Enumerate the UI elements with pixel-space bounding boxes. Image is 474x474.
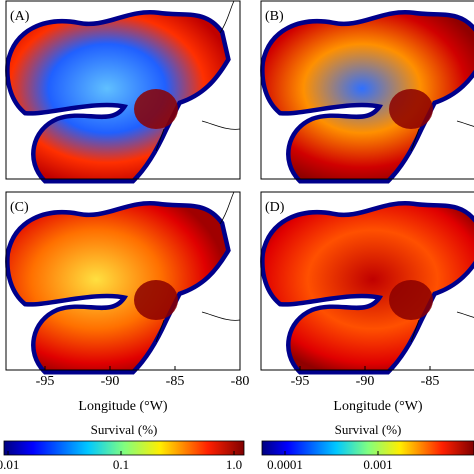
axes: -95 -90 -85 -80 Longitude (°W) -95 -90 -85 Longi…: [36, 366, 440, 414]
coastline: [410, 311, 474, 343]
map-panel: (B): [260, 0, 474, 180]
colorbar-title: Survival (%): [335, 422, 402, 437]
panel-label: (C): [10, 200, 29, 215]
core: [389, 280, 433, 320]
frame: [260, 0, 474, 180]
x-tick-label: -95: [291, 374, 310, 389]
colorbar: [261, 440, 474, 456]
map-panel: (C): [5, 191, 241, 371]
panel-label: (A): [10, 9, 30, 24]
coastline: [410, 120, 474, 152]
colorbar-tick-label: 0.0001: [267, 457, 303, 472]
coastline: [155, 191, 241, 343]
x-axis-label: Longitude (°W): [333, 399, 423, 414]
core: [389, 89, 433, 129]
x-tick-label: -85: [166, 374, 185, 389]
colorbar: [3, 440, 245, 456]
core: [134, 89, 178, 129]
colorbar-title: Survival (%): [91, 422, 158, 437]
colorbar-tick-label: 1.0: [226, 457, 242, 472]
x-tick-label: -90: [356, 374, 375, 389]
panel-label: (B): [265, 9, 284, 24]
colorbar-tick-label: 0.01: [0, 457, 19, 472]
colorbar-tick-label: 0.001: [363, 457, 392, 472]
core: [134, 280, 178, 320]
frame: [5, 191, 241, 371]
panel-label: (D): [265, 200, 285, 215]
frame: [260, 191, 474, 371]
x-tick-label: -85: [421, 374, 440, 389]
x-tick-label: -80: [231, 374, 250, 389]
frame: [5, 0, 241, 180]
map-panel: (A): [5, 0, 241, 180]
coastline: [155, 0, 241, 152]
panels: (A) (B) (C) (D): [5, 0, 474, 371]
map-panel: (D): [260, 191, 474, 371]
x-tick-label: -90: [101, 374, 120, 389]
colorbar-tick-label: 0.1: [113, 457, 129, 472]
colorbars: Survival (%) 0.01 0.1 1.0 Survival (%) 0.0001…: [0, 422, 474, 472]
x-tick-label: -95: [36, 374, 55, 389]
x-axis-label: Longitude (°W): [78, 399, 168, 414]
